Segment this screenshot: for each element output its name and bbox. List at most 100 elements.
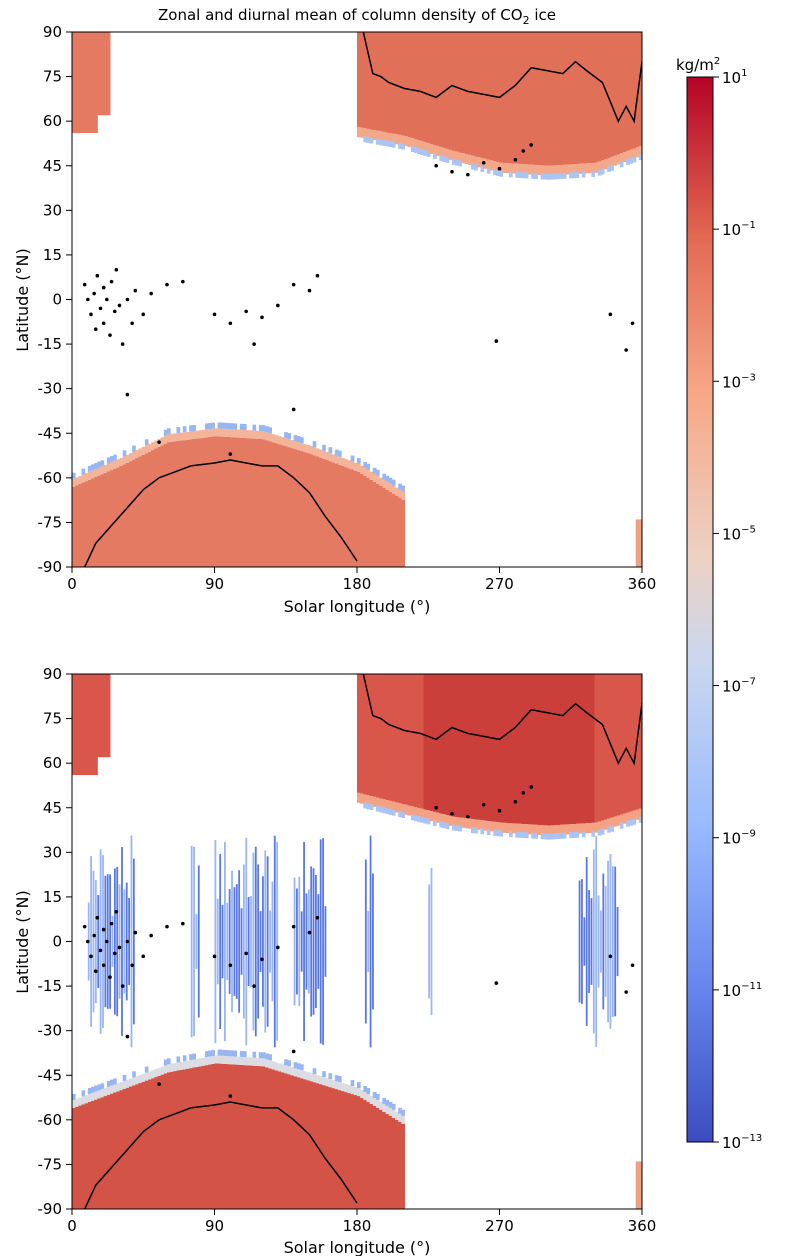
- equatorial-ice-streak: [247, 897, 250, 986]
- observation-point: [120, 342, 125, 346]
- north-cap-fringe: [629, 157, 633, 164]
- north-cap-column: [629, 32, 633, 150]
- north-cap-column: [566, 674, 570, 825]
- north-cap-column: [436, 674, 440, 813]
- observation-point: [92, 933, 96, 938]
- south-cap-column: [148, 451, 152, 567]
- north-cap-edge: [588, 163, 592, 174]
- north-cap-edge: [553, 825, 557, 836]
- south-cap-edge: [173, 433, 177, 442]
- north-cap-fringe: [414, 147, 418, 153]
- north-cap-edge: [499, 162, 504, 173]
- south-cap-fringe: [81, 468, 86, 475]
- north-cap-fringe: [439, 821, 443, 828]
- south-cap-edge: [198, 1058, 203, 1067]
- south-cap-column: [195, 438, 200, 567]
- south-cap-edge: [353, 462, 358, 471]
- south-cap-column: [148, 1079, 152, 1209]
- north-cap-column: [452, 32, 456, 151]
- south-cap-edge: [103, 1088, 108, 1097]
- south-cap-column: [357, 1096, 361, 1209]
- south-cap-edge: [319, 1076, 323, 1085]
- equatorial-ice-streak: [233, 887, 236, 996]
- south-cap-fringe: [182, 426, 187, 433]
- equatorial-ice-streak: [226, 902, 229, 981]
- south-cap-column: [81, 1104, 86, 1209]
- north-cap-fringe: [597, 169, 602, 176]
- north-cap-edge: [531, 824, 535, 835]
- north-cap-edge: [616, 154, 621, 165]
- observation-point: [307, 930, 312, 935]
- south-cap-column: [265, 440, 269, 567]
- south-cap-fringe: [205, 423, 209, 430]
- observation-point: [450, 169, 454, 174]
- south-cap-column: [144, 453, 149, 567]
- north-cap-fringe: [534, 832, 538, 839]
- south-cap-edge: [284, 438, 288, 447]
- observation-point: [252, 342, 256, 346]
- north-cap-column: [600, 32, 605, 161]
- south-cap-column: [151, 450, 155, 567]
- observation-point: [86, 939, 90, 944]
- north-cap-column: [531, 674, 535, 825]
- south-cap-column: [236, 437, 241, 567]
- south-cap-column: [214, 1063, 219, 1209]
- north-cap-fringe: [433, 152, 437, 159]
- colorbar-tick-label: 10−1: [722, 220, 756, 239]
- south-cap-edge: [265, 432, 269, 441]
- south-cap-fringe: [398, 1107, 402, 1114]
- south-cap-fringe: [211, 1049, 215, 1056]
- south-cap-fringe: [376, 1093, 380, 1100]
- south-cap-edge: [119, 457, 124, 466]
- south-cap-column: [75, 1106, 79, 1209]
- north-cap-fringe: [455, 825, 459, 832]
- north-cap-column: [439, 32, 443, 147]
- south-cap-boundary-line: [84, 1101, 358, 1209]
- south-cap-fringe: [208, 423, 212, 430]
- south-cap-fringe: [382, 1097, 386, 1104]
- observation-point: [244, 951, 248, 956]
- north-cap-fringe: [458, 160, 462, 167]
- south-cap-column: [198, 1066, 203, 1209]
- north-cap-column: [376, 32, 380, 131]
- south-cap-edge: [300, 443, 304, 452]
- south-cap-edge: [268, 1060, 272, 1069]
- south-cap-edge: [344, 1084, 348, 1093]
- south-cap-column: [281, 1072, 285, 1209]
- south-cap-edge: [277, 1063, 282, 1072]
- y-tick-label: 90: [43, 23, 62, 41]
- equatorial-ice-streak: [428, 884, 431, 999]
- north-cap-remnant: [91, 674, 95, 776]
- north-cap-edge: [420, 140, 424, 151]
- north-cap-fringe: [607, 826, 611, 833]
- south-cap-column: [75, 485, 79, 567]
- north-cap-remnant: [97, 32, 101, 116]
- north-cap-edge: [556, 824, 561, 835]
- north-cap-edge: [363, 794, 367, 805]
- south-cap-column: [113, 468, 117, 567]
- south-cap-column: [132, 459, 136, 567]
- panel1-observations: [82, 143, 635, 456]
- north-cap-fringe: [521, 172, 526, 179]
- north-cap-column: [509, 674, 513, 824]
- south-cap-edge: [249, 430, 253, 439]
- north-cap-remnant: [81, 32, 86, 134]
- north-cap-edge: [436, 145, 440, 156]
- north-cap-column: [588, 674, 592, 824]
- south-cap-edge: [195, 430, 200, 439]
- south-cap-column: [287, 1074, 291, 1209]
- north-cap-column: [398, 674, 402, 804]
- south-cap-column: [391, 1117, 396, 1209]
- north-cap-remnant: [78, 674, 82, 776]
- north-cap-fringe: [369, 137, 374, 144]
- south-cap-edge: [211, 428, 215, 437]
- observation-point: [315, 915, 320, 920]
- north-cap-column: [464, 674, 469, 819]
- north-cap-edge: [585, 163, 589, 174]
- south-cap-column: [274, 443, 279, 567]
- observation-point: [624, 348, 628, 352]
- south-cap-column: [138, 456, 143, 567]
- north-cap-edge: [474, 819, 478, 830]
- south-cap-column: [230, 1064, 234, 1209]
- north-cap-column: [455, 32, 459, 152]
